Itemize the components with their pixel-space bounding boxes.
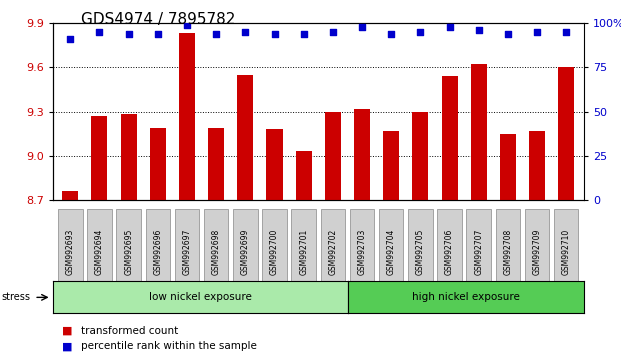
Point [65,36,75,42]
Text: GSM992708: GSM992708 [504,228,512,275]
Bar [62,191,78,200]
Text: ■: ■ [62,326,73,336]
FancyBboxPatch shape [466,209,491,294]
Bar [558,67,574,200]
FancyBboxPatch shape [145,209,170,294]
Point [357,24,367,29]
FancyBboxPatch shape [291,209,316,294]
Point [445,24,455,29]
Bar [266,129,283,200]
Text: GSM992696: GSM992696 [153,228,162,275]
Bar [91,116,107,200]
Text: GSM992697: GSM992697 [183,228,191,275]
FancyBboxPatch shape [116,209,141,294]
FancyBboxPatch shape [496,209,520,294]
Text: GSM992700: GSM992700 [270,228,279,275]
FancyBboxPatch shape [320,209,345,294]
Bar [412,112,428,200]
Text: low nickel exposure: low nickel exposure [149,292,252,302]
FancyBboxPatch shape [350,209,374,294]
FancyBboxPatch shape [204,209,229,294]
FancyBboxPatch shape [554,209,579,294]
Text: GSM992705: GSM992705 [416,228,425,275]
FancyBboxPatch shape [437,209,462,294]
Point [503,31,513,36]
Bar [383,131,399,200]
Text: percentile rank within the sample: percentile rank within the sample [81,341,256,351]
Text: high nickel exposure: high nickel exposure [412,292,520,302]
Text: ■: ■ [62,341,73,351]
Text: GSM992699: GSM992699 [241,228,250,275]
FancyBboxPatch shape [262,209,287,294]
Text: GSM992698: GSM992698 [212,228,220,275]
Point [94,29,104,35]
FancyBboxPatch shape [87,209,112,294]
Text: GSM992704: GSM992704 [387,228,396,275]
Point [561,29,571,35]
Bar [237,75,253,200]
Bar [500,133,516,200]
Text: GSM992694: GSM992694 [95,228,104,275]
Point [299,31,309,36]
Bar [471,64,487,200]
Text: GSM992707: GSM992707 [474,228,483,275]
Text: GSM992695: GSM992695 [124,228,133,275]
Text: GSM992709: GSM992709 [533,228,542,275]
Text: GSM992702: GSM992702 [329,228,337,275]
Text: GSM992701: GSM992701 [299,228,308,275]
Bar [442,76,458,200]
Text: GDS4974 / 7895782: GDS4974 / 7895782 [81,12,235,27]
Point [211,31,221,36]
Point [124,31,134,36]
Bar [325,112,341,200]
Point [270,31,279,36]
Bar [150,128,166,200]
FancyBboxPatch shape [379,209,404,294]
Point [474,27,484,33]
FancyBboxPatch shape [233,209,258,294]
FancyBboxPatch shape [408,209,433,294]
Bar [179,33,195,200]
Point [532,29,542,35]
Bar [208,128,224,200]
Text: GSM992703: GSM992703 [358,228,366,275]
FancyBboxPatch shape [58,209,83,294]
Point [386,31,396,36]
Bar [529,131,545,200]
Point [240,29,250,35]
Point [182,22,192,28]
FancyBboxPatch shape [175,209,199,294]
Bar [296,152,312,200]
Bar [354,109,370,200]
Text: transformed count: transformed count [81,326,178,336]
Text: GSM992693: GSM992693 [66,228,75,275]
Text: GSM992706: GSM992706 [445,228,454,275]
Text: stress: stress [1,292,30,302]
Point [328,29,338,35]
Point [153,31,163,36]
Text: GSM992710: GSM992710 [562,228,571,275]
Point [415,29,425,35]
FancyBboxPatch shape [525,209,550,294]
Bar [120,114,137,200]
